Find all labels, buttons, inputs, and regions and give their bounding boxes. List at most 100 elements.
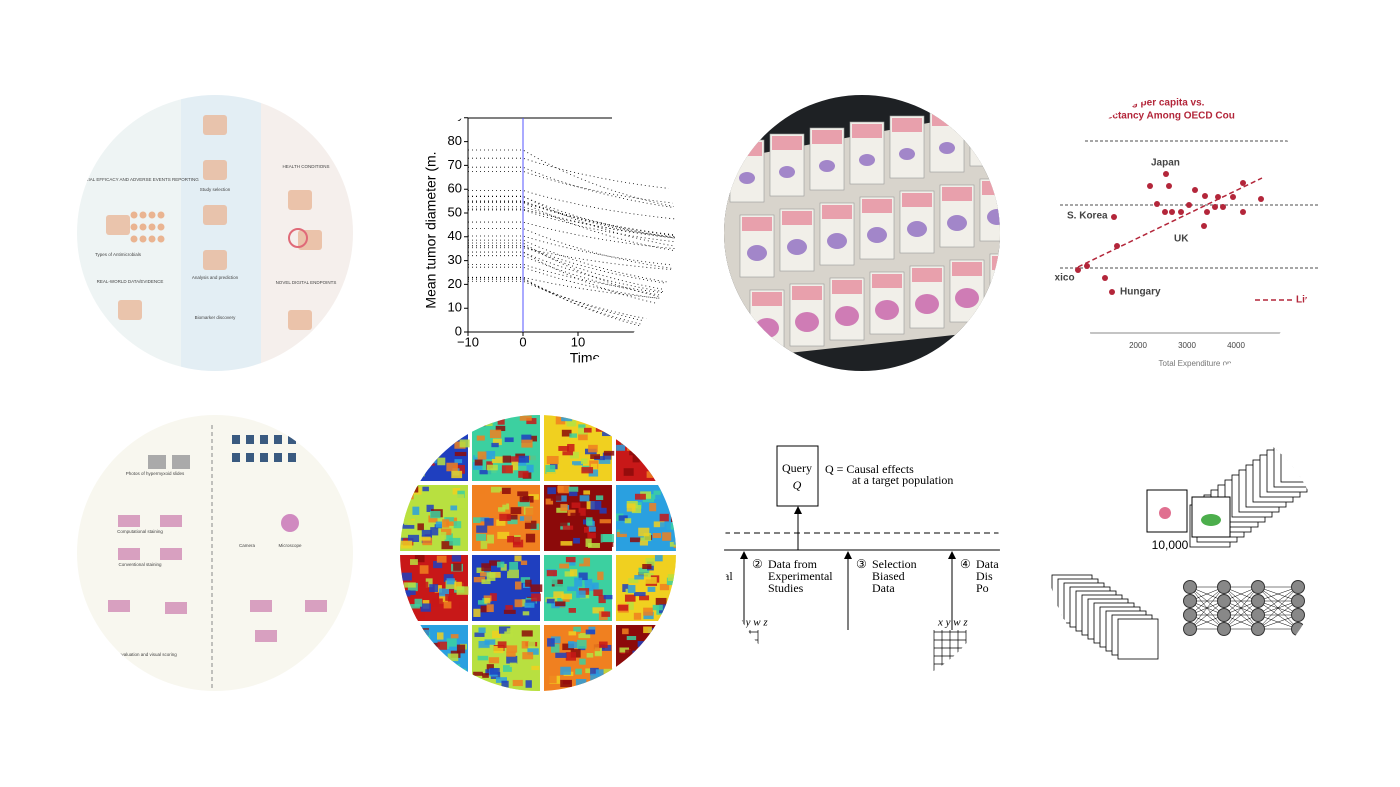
tile-speck	[616, 531, 627, 538]
tile-speck	[524, 520, 537, 529]
tile-speck	[495, 677, 507, 683]
tissue	[755, 318, 779, 338]
tile-speck	[404, 438, 412, 443]
point-label: S. Korea	[1067, 211, 1108, 222]
tile-speck	[454, 459, 463, 464]
tile-speck	[478, 627, 486, 634]
tissue-image	[160, 515, 182, 527]
tile-speck	[551, 451, 562, 460]
person-icon	[139, 211, 147, 219]
tile-speck	[640, 660, 652, 670]
tile-speck	[557, 485, 564, 492]
tile-speck	[458, 635, 468, 641]
tile-speck	[413, 427, 423, 432]
tile-speck	[401, 572, 412, 581]
tile-speck	[617, 604, 629, 611]
tile-speck	[506, 628, 514, 633]
source-text: Data from	[768, 557, 818, 571]
tile-speck	[595, 465, 607, 471]
cup-icon	[288, 453, 296, 462]
slide-label	[782, 211, 812, 225]
tile-speck	[664, 462, 671, 469]
slide-label	[742, 217, 772, 231]
trajectory	[468, 228, 676, 270]
tile-speck	[565, 652, 576, 661]
staining-workflow-thumbnail[interactable]: Photos of hypermyxoid slides Computation…	[77, 415, 353, 691]
tile-speck	[418, 629, 430, 637]
tile-speck	[593, 589, 603, 596]
slide-label	[772, 136, 802, 150]
tile-speck	[546, 598, 555, 604]
slide-label	[752, 292, 782, 306]
tile-speck	[442, 519, 450, 528]
tile-speck	[443, 574, 454, 582]
neural-network-thumbnail[interactable]: 10,000	[1047, 415, 1323, 691]
source-text: Selection	[872, 557, 917, 571]
trajectory	[468, 190, 676, 220]
tile-speck	[671, 456, 676, 464]
infographic-thumbnail[interactable]: CLINICAL TRIAL EFFICACY AND ADVERSE EVEN…	[61, 95, 353, 371]
tile-speck	[626, 636, 637, 641]
slide-label	[832, 280, 862, 294]
tile-speck	[418, 661, 429, 669]
x-tick-label: −10	[457, 334, 479, 349]
slide-label	[732, 142, 762, 156]
tile-speck	[437, 641, 448, 650]
tissue	[819, 160, 835, 172]
neuron	[1217, 594, 1231, 608]
tile-speck	[486, 604, 494, 613]
tile-speck	[673, 536, 676, 545]
tissue	[779, 166, 795, 178]
tile-speck	[645, 425, 656, 431]
tile-speck	[626, 425, 638, 432]
box-label: Query	[782, 461, 812, 475]
tile-speck	[414, 438, 426, 446]
tissue	[979, 136, 995, 148]
tile-speck	[658, 458, 670, 467]
causal-diagram-thumbnail[interactable]: Query Q Q = Causal effects at a target p…	[724, 415, 1072, 691]
tissue	[859, 154, 875, 166]
tile-speck	[453, 417, 461, 422]
tile-speck	[526, 464, 534, 473]
tile-speck	[673, 627, 676, 634]
tile-speck	[562, 643, 575, 651]
tile-speck	[652, 533, 662, 539]
tile-speck	[632, 453, 640, 463]
tile-speck	[581, 467, 594, 474]
tile-speck	[437, 457, 446, 466]
tile-speck	[585, 629, 596, 635]
tile-speck	[497, 499, 507, 505]
tile-speck	[628, 578, 639, 584]
trajectory	[468, 242, 676, 301]
cup-icon	[274, 453, 282, 462]
neuron	[1291, 580, 1305, 594]
tile-speck	[421, 529, 432, 539]
tile-speck	[650, 469, 658, 475]
tile-speck	[569, 451, 579, 459]
tile-speck	[514, 555, 522, 562]
tile-speck	[583, 526, 590, 533]
tile-speck	[414, 598, 423, 607]
tile-speck	[446, 517, 458, 526]
source-text: Data	[872, 581, 895, 595]
tile-speck	[664, 631, 672, 637]
oecd-scatter-thumbnail[interactable]: ng per capita vs. xpectancy Among OECD C…	[1047, 95, 1323, 371]
tile-speck	[489, 667, 500, 675]
tile-speck	[644, 675, 654, 680]
y-tick-label: 60	[448, 181, 462, 196]
tile-speck	[414, 555, 425, 563]
trajectory	[468, 280, 676, 324]
tile-speck	[648, 422, 658, 430]
connection	[1223, 586, 1259, 630]
tile-speck	[642, 564, 652, 570]
tile-speck	[439, 595, 448, 604]
x-tick-label: 3000	[1178, 341, 1196, 350]
slides-photo-thumbnail[interactable]	[724, 95, 1024, 371]
tile-speck	[490, 486, 500, 493]
dot	[1147, 183, 1153, 189]
heatmap-tiles-thumbnail[interactable]	[400, 415, 686, 691]
arrowhead	[740, 551, 748, 559]
tile-speck	[422, 486, 429, 492]
